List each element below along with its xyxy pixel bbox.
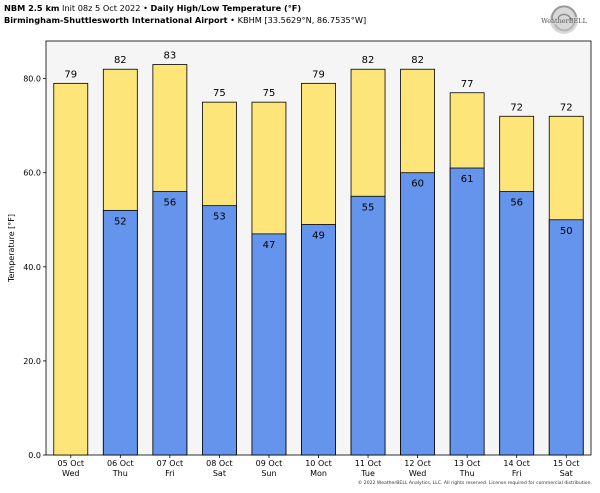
low-temp-bar	[499, 191, 535, 456]
low-temp-label: 49	[312, 230, 325, 241]
low-temp-bar	[548, 219, 584, 456]
x-tick-label-date: 13 Oct	[454, 459, 481, 468]
x-tick-label-date: 11 Oct	[355, 459, 382, 468]
x-tick-label-date: 09 Oct	[256, 459, 283, 468]
high-temp-label: 72	[510, 102, 523, 113]
x-tick-label-weekday: Wed	[409, 469, 426, 478]
low-temp-label: 56	[510, 198, 523, 209]
low-temp-bar	[350, 195, 386, 456]
high-temp-label: 82	[411, 55, 424, 66]
x-tick-label-weekday: Sat	[213, 469, 226, 478]
high-temp-label: 75	[213, 88, 226, 99]
high-temp-bar	[53, 82, 89, 456]
x-tick-label-weekday: Wed	[62, 469, 79, 478]
x-tick-label-weekday: Fri	[165, 469, 175, 478]
station-info: KBHM [33.5629°N, 86.7535°W]	[237, 15, 367, 25]
y-tick-label: 60.0	[23, 169, 41, 178]
x-tick-label-date: 15 Oct	[553, 459, 580, 468]
copyright-notice: © 2022 WeatherBELL Analytics, LLC. All r…	[357, 481, 592, 486]
high-temp-label: 79	[64, 69, 77, 80]
x-tick-label-weekday: Thu	[459, 469, 475, 478]
low-temp-label: 56	[163, 198, 176, 209]
low-temp-bar	[202, 205, 237, 456]
high-temp-label: 82	[114, 55, 127, 66]
low-temp-bar	[400, 172, 435, 456]
y-axis-label: Temperature [°F]	[7, 214, 16, 283]
x-tick-label-weekday: Mon	[310, 469, 327, 478]
high-temp-label: 82	[362, 55, 375, 66]
low-temp-label: 47	[263, 240, 276, 251]
product-title: Daily High/Low Temperature (°F)	[150, 3, 302, 13]
y-tick-label: 0.0	[28, 451, 41, 460]
x-tick-label-date: 08 Oct	[206, 459, 233, 468]
x-tick-label-date: 07 Oct	[157, 459, 184, 468]
low-temp-bar	[152, 191, 188, 456]
low-temp-label: 55	[362, 202, 375, 213]
low-temp-label: 60	[411, 179, 424, 190]
x-tick-label-date: 10 Oct	[305, 459, 332, 468]
high-temp-label: 79	[312, 69, 325, 80]
x-tick-label-date: 14 Oct	[503, 459, 530, 468]
logo-text: WeatherBELL	[541, 17, 587, 25]
x-tick-label-weekday: Sat	[560, 469, 573, 478]
separator: •	[230, 15, 235, 25]
y-tick-label: 80.0	[23, 75, 41, 84]
low-temp-label: 53	[213, 212, 226, 223]
x-tick-label-weekday: Thu	[112, 469, 128, 478]
low-temp-bar	[301, 224, 336, 456]
chart-header-line-1: NBM 2.5 km Init 08z 5 Oct 2022 • Daily H…	[4, 3, 301, 14]
high-temp-label: 75	[263, 88, 276, 99]
init-time: Init 08z 5 Oct 2022	[62, 3, 141, 13]
x-tick-label-weekday: Fri	[512, 469, 522, 478]
low-temp-bar	[102, 209, 138, 456]
x-tick-label-date: 05 Oct	[57, 459, 84, 468]
model-name: NBM 2.5 km	[4, 3, 60, 13]
separator: •	[143, 3, 148, 13]
x-tick-label-date: 12 Oct	[404, 459, 431, 468]
swirl-logo-icon: WeatherBELL	[541, 5, 588, 34]
x-tick-label-weekday: Tue	[360, 469, 375, 478]
low-temp-label: 61	[461, 174, 474, 185]
y-tick-label: 40.0	[23, 263, 41, 272]
y-tick-label: 20.0	[23, 357, 41, 366]
low-temp-label: 52	[114, 216, 127, 227]
high-temp-label: 83	[163, 51, 176, 62]
high-temp-label: 72	[560, 102, 573, 113]
x-tick-label-date: 06 Oct	[107, 459, 134, 468]
low-temp-bar	[251, 233, 287, 456]
bars: 79 82 52 83 56 75 53 75 47 79 49 82 55 82 60 77 61 72 56 72…	[53, 51, 584, 456]
chart-header-line-2: Birmingham-Shuttlesworth International A…	[4, 15, 366, 26]
high-temp-label: 77	[461, 79, 474, 90]
low-temp-bar	[449, 167, 485, 456]
station-name: Birmingham-Shuttlesworth International A…	[4, 15, 228, 25]
x-tick-label-weekday: Sun	[261, 469, 276, 478]
low-temp-label: 50	[560, 226, 573, 237]
